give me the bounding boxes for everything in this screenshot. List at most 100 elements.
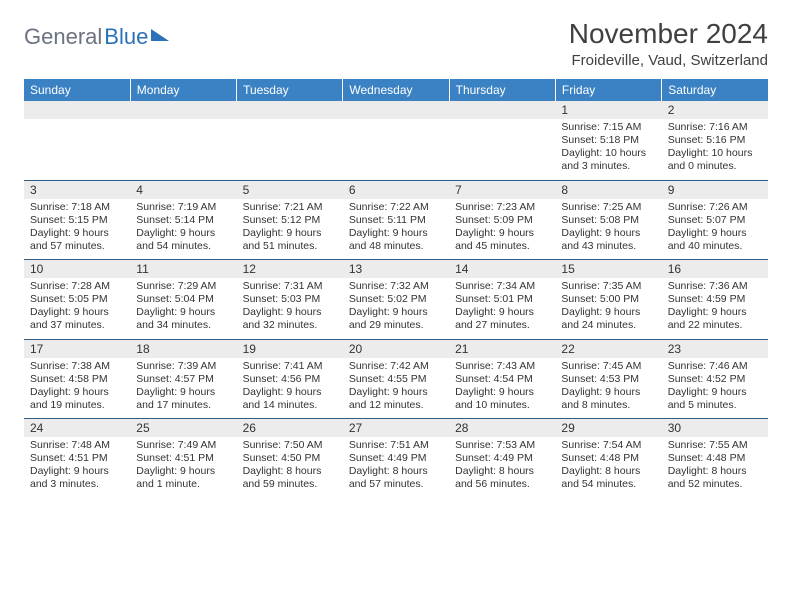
- day-cell: 29Sunrise: 7:54 AMSunset: 4:48 PMDayligh…: [555, 419, 661, 498]
- logo: General Blue: [24, 18, 169, 50]
- day-number: 23: [662, 340, 768, 358]
- day-details: Sunrise: 7:46 AMSunset: 4:52 PMDaylight:…: [662, 358, 768, 419]
- day-cell: 27Sunrise: 7:51 AMSunset: 4:49 PMDayligh…: [343, 419, 449, 498]
- calendar-head: SundayMondayTuesdayWednesdayThursdayFrid…: [24, 79, 768, 101]
- day-details: Sunrise: 7:38 AMSunset: 4:58 PMDaylight:…: [24, 358, 130, 419]
- day-header: Monday: [130, 79, 236, 101]
- day-details: Sunrise: 7:53 AMSunset: 4:49 PMDaylight:…: [449, 437, 555, 498]
- day-cell: 9Sunrise: 7:26 AMSunset: 5:07 PMDaylight…: [662, 180, 768, 260]
- day-number: 27: [343, 419, 449, 437]
- day-number: 24: [24, 419, 130, 437]
- day-number: 16: [662, 260, 768, 278]
- day-details: Sunrise: 7:21 AMSunset: 5:12 PMDaylight:…: [237, 199, 343, 260]
- day-cell: 4Sunrise: 7:19 AMSunset: 5:14 PMDaylight…: [130, 180, 236, 260]
- day-number: 9: [662, 181, 768, 199]
- day-number: 15: [555, 260, 661, 278]
- day-number: 7: [449, 181, 555, 199]
- day-number: 26: [237, 419, 343, 437]
- day-details: Sunrise: 7:39 AMSunset: 4:57 PMDaylight:…: [130, 358, 236, 419]
- day-details: Sunrise: 7:32 AMSunset: 5:02 PMDaylight:…: [343, 278, 449, 339]
- day-details: Sunrise: 7:16 AMSunset: 5:16 PMDaylight:…: [662, 119, 768, 180]
- day-header: Wednesday: [343, 79, 449, 101]
- title-block: November 2024 Froideville, Vaud, Switzer…: [569, 18, 768, 69]
- day-details: Sunrise: 7:19 AMSunset: 5:14 PMDaylight:…: [130, 199, 236, 260]
- day-cell: 26Sunrise: 7:50 AMSunset: 4:50 PMDayligh…: [237, 419, 343, 498]
- empty-cell: [24, 101, 130, 180]
- day-details: Sunrise: 7:23 AMSunset: 5:09 PMDaylight:…: [449, 199, 555, 260]
- day-details: Sunrise: 7:45 AMSunset: 4:53 PMDaylight:…: [555, 358, 661, 419]
- day-cell: 23Sunrise: 7:46 AMSunset: 4:52 PMDayligh…: [662, 339, 768, 419]
- day-number: 18: [130, 340, 236, 358]
- day-cell: 6Sunrise: 7:22 AMSunset: 5:11 PMDaylight…: [343, 180, 449, 260]
- day-details: Sunrise: 7:54 AMSunset: 4:48 PMDaylight:…: [555, 437, 661, 498]
- day-number: 21: [449, 340, 555, 358]
- day-details: Sunrise: 7:49 AMSunset: 4:51 PMDaylight:…: [130, 437, 236, 498]
- day-cell: 10Sunrise: 7:28 AMSunset: 5:05 PMDayligh…: [24, 260, 130, 340]
- day-number: 3: [24, 181, 130, 199]
- day-number: 17: [24, 340, 130, 358]
- day-cell: 15Sunrise: 7:35 AMSunset: 5:00 PMDayligh…: [555, 260, 661, 340]
- day-cell: 5Sunrise: 7:21 AMSunset: 5:12 PMDaylight…: [237, 180, 343, 260]
- day-header: Sunday: [24, 79, 130, 101]
- day-cell: 8Sunrise: 7:25 AMSunset: 5:08 PMDaylight…: [555, 180, 661, 260]
- day-cell: 21Sunrise: 7:43 AMSunset: 4:54 PMDayligh…: [449, 339, 555, 419]
- day-details: Sunrise: 7:18 AMSunset: 5:15 PMDaylight:…: [24, 199, 130, 260]
- day-details: Sunrise: 7:22 AMSunset: 5:11 PMDaylight:…: [343, 199, 449, 260]
- day-details: Sunrise: 7:50 AMSunset: 4:50 PMDaylight:…: [237, 437, 343, 498]
- day-number: 20: [343, 340, 449, 358]
- month-title: November 2024: [569, 18, 768, 50]
- day-number: 25: [130, 419, 236, 437]
- day-details: Sunrise: 7:48 AMSunset: 4:51 PMDaylight:…: [24, 437, 130, 498]
- day-cell: 12Sunrise: 7:31 AMSunset: 5:03 PMDayligh…: [237, 260, 343, 340]
- day-details: Sunrise: 7:15 AMSunset: 5:18 PMDaylight:…: [555, 119, 661, 180]
- day-cell: 11Sunrise: 7:29 AMSunset: 5:04 PMDayligh…: [130, 260, 236, 340]
- day-details: Sunrise: 7:41 AMSunset: 4:56 PMDaylight:…: [237, 358, 343, 419]
- day-details: Sunrise: 7:43 AMSunset: 4:54 PMDaylight:…: [449, 358, 555, 419]
- empty-cell: [130, 101, 236, 180]
- day-number: 10: [24, 260, 130, 278]
- day-number: 22: [555, 340, 661, 358]
- day-details: Sunrise: 7:42 AMSunset: 4:55 PMDaylight:…: [343, 358, 449, 419]
- day-number: 1: [555, 101, 661, 119]
- day-number: 2: [662, 101, 768, 119]
- day-number: 5: [237, 181, 343, 199]
- day-header: Thursday: [449, 79, 555, 101]
- day-details: Sunrise: 7:36 AMSunset: 4:59 PMDaylight:…: [662, 278, 768, 339]
- day-cell: 19Sunrise: 7:41 AMSunset: 4:56 PMDayligh…: [237, 339, 343, 419]
- day-cell: 13Sunrise: 7:32 AMSunset: 5:02 PMDayligh…: [343, 260, 449, 340]
- day-details: Sunrise: 7:28 AMSunset: 5:05 PMDaylight:…: [24, 278, 130, 339]
- empty-cell: [237, 101, 343, 180]
- day-number: 13: [343, 260, 449, 278]
- day-number: 4: [130, 181, 236, 199]
- day-cell: 20Sunrise: 7:42 AMSunset: 4:55 PMDayligh…: [343, 339, 449, 419]
- day-number: 12: [237, 260, 343, 278]
- day-number: 11: [130, 260, 236, 278]
- header: General Blue November 2024 Froideville, …: [24, 18, 768, 69]
- day-number: 8: [555, 181, 661, 199]
- day-details: Sunrise: 7:35 AMSunset: 5:00 PMDaylight:…: [555, 278, 661, 339]
- day-details: Sunrise: 7:29 AMSunset: 5:04 PMDaylight:…: [130, 278, 236, 339]
- day-details: Sunrise: 7:26 AMSunset: 5:07 PMDaylight:…: [662, 199, 768, 260]
- day-cell: 18Sunrise: 7:39 AMSunset: 4:57 PMDayligh…: [130, 339, 236, 419]
- day-cell: 24Sunrise: 7:48 AMSunset: 4:51 PMDayligh…: [24, 419, 130, 498]
- day-header: Saturday: [662, 79, 768, 101]
- day-number: 28: [449, 419, 555, 437]
- logo-text-gray: General: [24, 24, 102, 50]
- day-cell: 3Sunrise: 7:18 AMSunset: 5:15 PMDaylight…: [24, 180, 130, 260]
- location-text: Froideville, Vaud, Switzerland: [569, 52, 768, 69]
- day-number: 30: [662, 419, 768, 437]
- day-number: 29: [555, 419, 661, 437]
- day-cell: 1Sunrise: 7:15 AMSunset: 5:18 PMDaylight…: [555, 101, 661, 180]
- day-number: 19: [237, 340, 343, 358]
- day-details: Sunrise: 7:51 AMSunset: 4:49 PMDaylight:…: [343, 437, 449, 498]
- calendar-body: 1Sunrise: 7:15 AMSunset: 5:18 PMDaylight…: [24, 101, 768, 498]
- day-cell: 14Sunrise: 7:34 AMSunset: 5:01 PMDayligh…: [449, 260, 555, 340]
- day-cell: 30Sunrise: 7:55 AMSunset: 4:48 PMDayligh…: [662, 419, 768, 498]
- day-cell: 16Sunrise: 7:36 AMSunset: 4:59 PMDayligh…: [662, 260, 768, 340]
- day-details: Sunrise: 7:34 AMSunset: 5:01 PMDaylight:…: [449, 278, 555, 339]
- day-header: Tuesday: [237, 79, 343, 101]
- day-number: 6: [343, 181, 449, 199]
- day-cell: 17Sunrise: 7:38 AMSunset: 4:58 PMDayligh…: [24, 339, 130, 419]
- day-number: 14: [449, 260, 555, 278]
- empty-cell: [343, 101, 449, 180]
